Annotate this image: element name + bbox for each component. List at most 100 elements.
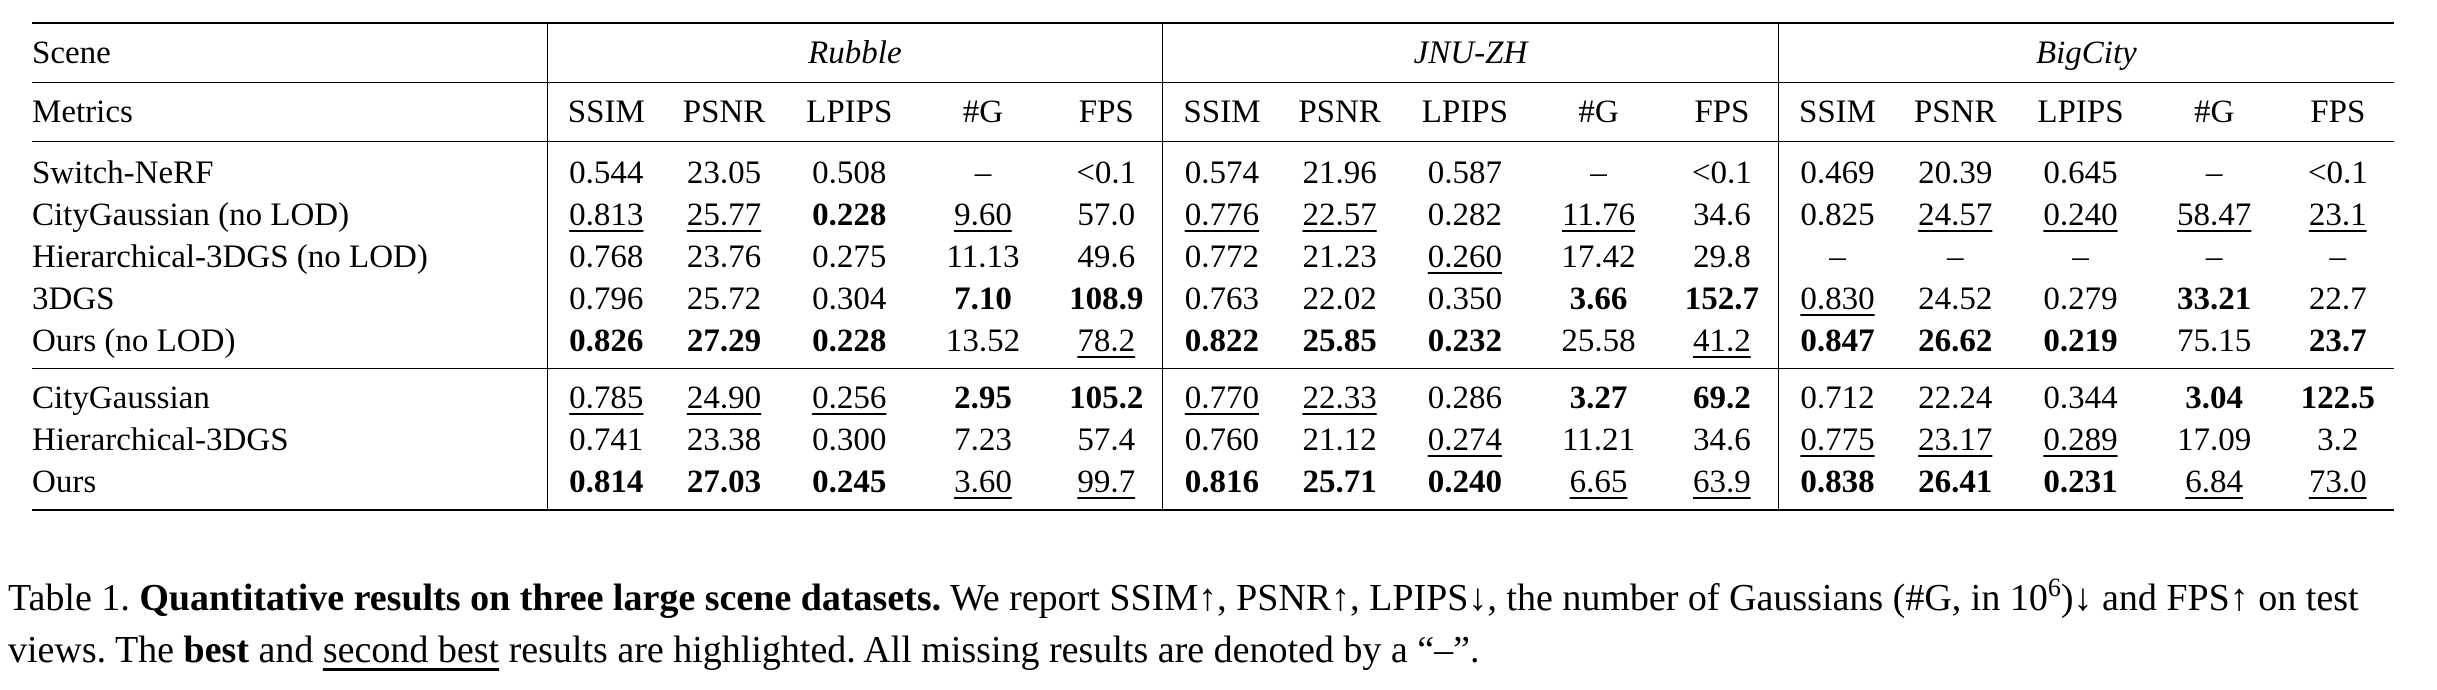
cell-value: 0.830 bbox=[1800, 280, 1875, 317]
table-cell: 0.830 bbox=[1777, 278, 1897, 320]
table-cell: 0.768 bbox=[546, 236, 666, 278]
cell-value: 3.04 bbox=[2185, 379, 2243, 416]
cell-value: 0.741 bbox=[569, 421, 644, 458]
table-cell: 23.76 bbox=[665, 236, 783, 278]
table-cell: 11.21 bbox=[1531, 419, 1666, 461]
table-cell: 57.0 bbox=[1050, 194, 1162, 236]
cell-value: 0.240 bbox=[1427, 463, 1502, 500]
cell-value: 0.814 bbox=[569, 463, 644, 500]
cell-value: 17.42 bbox=[1561, 238, 1636, 275]
caption-text-3: and bbox=[258, 629, 314, 671]
method-name: Switch-NeRF bbox=[32, 141, 548, 194]
cell-value: <0.1 bbox=[2307, 154, 2368, 191]
cell-value: <0.1 bbox=[1076, 154, 1137, 191]
cell-value: 11.76 bbox=[1562, 196, 1636, 233]
table-cell: 152.7 bbox=[1666, 278, 1778, 320]
table-cell: 7.10 bbox=[916, 278, 1051, 320]
table-cell: 21.96 bbox=[1280, 141, 1399, 194]
metric-header: #G bbox=[915, 82, 1051, 142]
table-cell: 0.232 bbox=[1399, 320, 1532, 369]
table-row: Switch-NeRF 0.544 23.05 0.508 – <0.1 0.574 21.9… bbox=[32, 141, 2394, 194]
table-row: CityGaussian (no LOD) 0.813 25.77 0.228 9.60… bbox=[32, 194, 2394, 236]
table-cell: 3.27 bbox=[1531, 368, 1666, 419]
cell-value: 25.77 bbox=[686, 196, 762, 233]
table-cell: – bbox=[1777, 236, 1897, 278]
cell-value: 25.58 bbox=[1561, 322, 1636, 359]
cell-value: 26.62 bbox=[1918, 322, 1993, 359]
table-cell: 0.776 bbox=[1162, 194, 1281, 236]
cell-value: 9.60 bbox=[954, 196, 1012, 233]
table-cell: 33.21 bbox=[2147, 278, 2282, 320]
results-table: Scene Rubble JNU-ZH BigCity Metrics SSIM… bbox=[32, 22, 2394, 511]
cell-value: 22.02 bbox=[1302, 280, 1377, 317]
table-cell: 24.52 bbox=[1896, 278, 2014, 320]
table-cell: 17.09 bbox=[2147, 419, 2282, 461]
cell-value: – bbox=[1829, 238, 1846, 275]
cell-value: 122.5 bbox=[2300, 379, 2375, 416]
cell-value: 0.587 bbox=[1427, 154, 1502, 191]
table-row: Ours (no LOD) 0.826 27.29 0.228 13.52 78.2 0.8… bbox=[32, 320, 2394, 369]
cell-value: 23.1 bbox=[2308, 196, 2367, 233]
table-cell: 7.23 bbox=[916, 419, 1051, 461]
table-cell: 69.2 bbox=[1665, 368, 1779, 419]
method-name: Ours (no LOD) bbox=[32, 322, 236, 359]
method-name: CityGaussian bbox=[32, 368, 548, 419]
cell-value: – bbox=[2072, 238, 2089, 275]
table-cell: 3.66 bbox=[1531, 278, 1666, 320]
caption-text-2: )↓ and FPS↑ on test views. The bbox=[8, 577, 2359, 671]
table-cell: 0.469 bbox=[1777, 141, 1897, 194]
table-cell: 23.1 bbox=[2282, 194, 2394, 236]
caption-second-best: second best bbox=[322, 629, 500, 671]
table-cell: – bbox=[915, 141, 1051, 194]
cell-value: 0.231 bbox=[2043, 463, 2118, 500]
cell-value: 33.21 bbox=[2177, 280, 2252, 317]
table-cell: 0.228 bbox=[783, 320, 916, 369]
cell-value: 57.4 bbox=[1077, 421, 1136, 458]
cell-value: 7.10 bbox=[954, 280, 1012, 317]
cell-value: 0.350 bbox=[1427, 280, 1502, 317]
table-cell: 23.7 bbox=[2282, 320, 2394, 369]
cell-value: <0.1 bbox=[1691, 154, 1752, 191]
table-cell: 0.760 bbox=[1162, 419, 1281, 461]
table-cell: 23.38 bbox=[665, 419, 783, 461]
table-cell: 27.29 bbox=[665, 320, 783, 369]
cell-value: 0.300 bbox=[812, 421, 887, 458]
table-cell: 23.05 bbox=[665, 141, 783, 194]
table-cell: 25.77 bbox=[665, 194, 783, 236]
metric-header: #G bbox=[1531, 82, 1666, 142]
cell-value: 0.712 bbox=[1800, 379, 1875, 416]
cell-value: 23.17 bbox=[1918, 421, 1993, 458]
table-cell: 0.763 bbox=[1162, 278, 1281, 320]
cell-value: 0.304 bbox=[812, 280, 887, 317]
table-cell: 26.62 bbox=[1896, 320, 2014, 369]
table-cell: 0.813 bbox=[546, 194, 666, 236]
method-name: Hierarchical-3DGS bbox=[32, 421, 289, 458]
table-cell: <0.1 bbox=[1050, 141, 1163, 194]
table-cell: – bbox=[1896, 236, 2014, 278]
table-row: 3DGS 0.796 25.72 0.304 7.10 108.9 0.763 22.02 0.… bbox=[32, 278, 2394, 320]
table-cell: – bbox=[2282, 236, 2394, 278]
cell-value: 11.13 bbox=[946, 238, 1020, 275]
cell-value: 58.47 bbox=[2177, 196, 2252, 233]
table-cell: 122.5 bbox=[2281, 368, 2394, 419]
cell-value: 0.508 bbox=[812, 154, 887, 191]
table-cell: 63.9 bbox=[1665, 461, 1779, 511]
table-cell: 0.219 bbox=[2014, 320, 2147, 369]
table-cell: <0.1 bbox=[1665, 141, 1779, 194]
cell-value: 0.228 bbox=[812, 322, 887, 359]
cell-value: 0.838 bbox=[1800, 463, 1875, 500]
table-cell: 0.814 bbox=[546, 461, 666, 511]
cell-value: 22.33 bbox=[1302, 379, 1377, 416]
cell-value: 0.344 bbox=[2043, 379, 2118, 416]
cell-value: 0.760 bbox=[1184, 421, 1260, 458]
cell-value: 7.23 bbox=[954, 421, 1012, 458]
cell-value: 21.96 bbox=[1302, 154, 1377, 191]
table-cell: 3.60 bbox=[915, 461, 1051, 511]
cell-value: 69.2 bbox=[1692, 379, 1751, 416]
cell-value: 0.289 bbox=[2043, 421, 2118, 458]
table-cell: 78.2 bbox=[1050, 320, 1162, 369]
cell-value: 27.03 bbox=[686, 463, 762, 500]
table-cell: 24.90 bbox=[665, 368, 783, 419]
cell-value: 23.76 bbox=[686, 238, 762, 275]
metric-header: SSIM bbox=[1162, 82, 1281, 142]
